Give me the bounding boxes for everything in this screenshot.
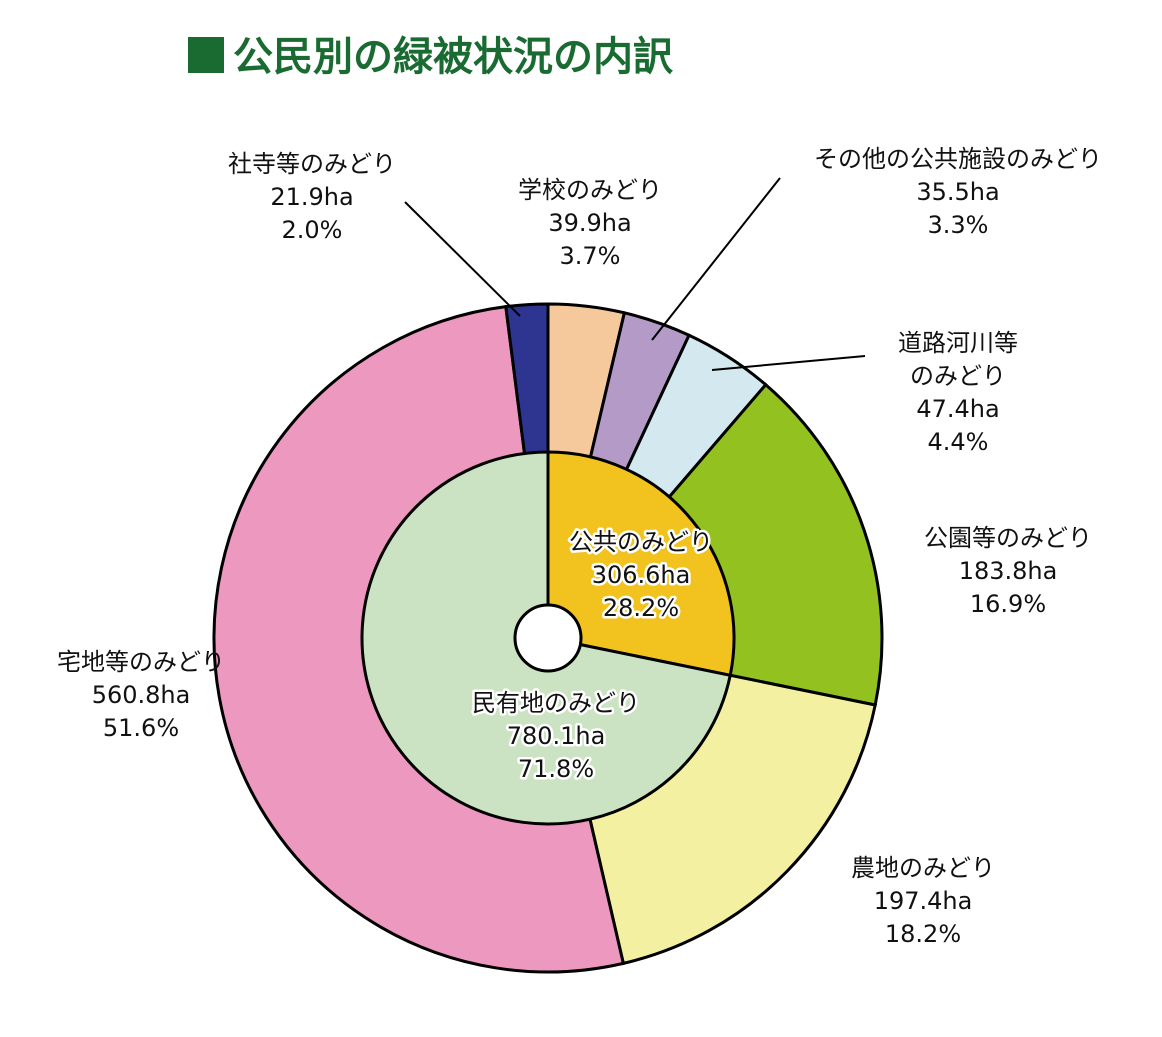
label-value: 197.4ha: [874, 887, 973, 915]
label-name: その他の公共施設のみどり: [814, 145, 1102, 173]
label-value: 47.4ha: [916, 395, 999, 423]
label-name-line1: 道路河川等: [898, 329, 1018, 357]
label-name: 学校のみどり: [518, 176, 662, 204]
label-name: 公園等のみどり: [924, 524, 1092, 552]
label-percent: 4.4%: [928, 428, 989, 456]
leader-lines: [404, 177, 866, 371]
label-value: 560.8ha: [92, 681, 191, 709]
label-name: 公共のみどり: [569, 528, 713, 556]
label-percent: 18.2%: [885, 920, 961, 948]
label-value: 21.9ha: [270, 183, 353, 211]
chart-title: 公民別の緑被状況の内訳: [233, 34, 674, 80]
label-name: 民有地のみどり: [472, 689, 640, 717]
label-value: 39.9ha: [548, 209, 631, 237]
label-name-line2: のみどり: [910, 362, 1006, 390]
label-name: 農地のみどり: [851, 854, 995, 882]
label-value: 306.6ha: [592, 561, 691, 589]
leader-line: [404, 201, 521, 317]
label-value: 35.5ha: [916, 178, 999, 206]
leader-line: [711, 355, 866, 371]
label-percent: 71.8%: [518, 755, 594, 783]
label-percent: 2.0%: [282, 216, 343, 244]
label-percent: 28.2%: [603, 594, 679, 622]
label-percent: 16.9%: [970, 590, 1046, 618]
title-square-icon: [188, 37, 224, 73]
label-percent: 3.7%: [560, 242, 621, 270]
label-name: 宅地等のみどり: [57, 648, 225, 676]
label-value: 183.8ha: [959, 557, 1058, 585]
label-name: 社寺等のみどり: [228, 150, 396, 178]
center-hole: [513, 603, 583, 673]
inner-slice-0: [546, 450, 736, 678]
label-percent: 51.6%: [103, 714, 179, 742]
label-percent: 3.3%: [928, 211, 989, 239]
slice-labels: 社寺等のみどり 21.9ha 2.0% 学校のみどり 39.9ha 3.7% そ…: [57, 145, 1102, 948]
leader-line: [651, 177, 781, 341]
label-value: 780.1ha: [507, 722, 606, 750]
